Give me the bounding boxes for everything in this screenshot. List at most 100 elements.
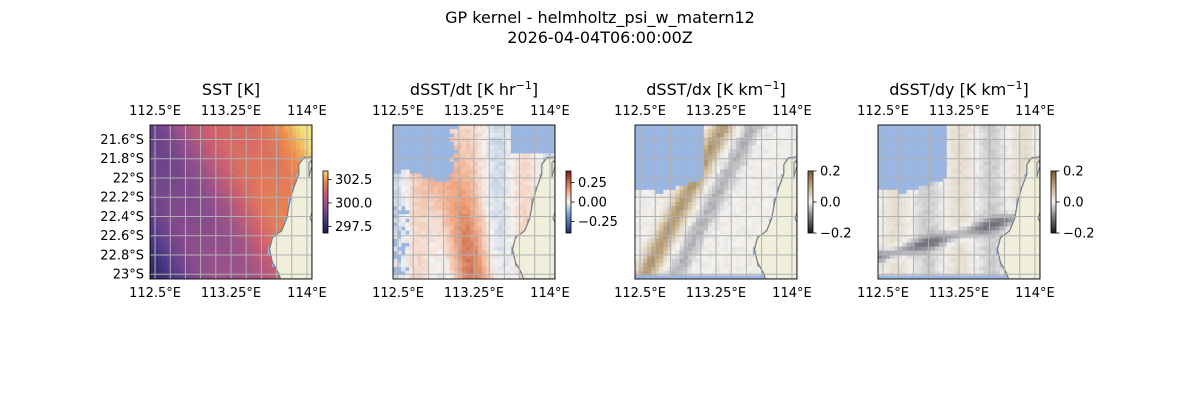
- heatmap-cell: [303, 153, 309, 158]
- heatmap-cell: [222, 157, 228, 162]
- heatmap-cell: [401, 234, 406, 239]
- heatmap-cell: [878, 262, 883, 268]
- heatmap-cell: [695, 202, 701, 207]
- heatmap-cell: [768, 125, 774, 130]
- heatmap-cell: [271, 181, 276, 187]
- heatmap-cell: [711, 234, 717, 239]
- heatmap-cell: [239, 193, 244, 199]
- heatmap-cell: [461, 145, 467, 150]
- heatmap-cell: [226, 234, 232, 239]
- heatmap-cell: [478, 145, 483, 150]
- heatmap-cell: [465, 169, 471, 175]
- heatmap-cell: [162, 202, 167, 207]
- heatmap-cell: [474, 145, 479, 150]
- heatmap-cell: [397, 193, 402, 199]
- heatmap-cell: [906, 202, 911, 207]
- heatmap-cell: [190, 177, 195, 183]
- heatmap-cell: [291, 177, 297, 183]
- heatmap-cell: [235, 274, 240, 279]
- heatmap-cell: [263, 262, 268, 268]
- heatmap-cell: [271, 222, 276, 227]
- heatmap-cell: [275, 206, 280, 211]
- heatmap-cell: [643, 202, 648, 207]
- heatmap-cell: [469, 226, 475, 231]
- heatmap-cell: [691, 193, 697, 199]
- heatmap-cell: [906, 262, 911, 268]
- heatmap-cell: [954, 197, 960, 203]
- heatmap-cell: [202, 193, 208, 199]
- heatmap-cell: [659, 262, 664, 268]
- heatmap-cell: [1003, 185, 1008, 191]
- heatmap-cell: [724, 165, 729, 170]
- heatmap-cell: [206, 189, 212, 195]
- heatmap-cell: [918, 193, 923, 199]
- heatmap-cell: [235, 149, 240, 154]
- heatmap-cell: [732, 169, 737, 175]
- heatmap-cell: [732, 145, 737, 150]
- heatmap-cell: [433, 246, 438, 252]
- heatmap-cell: [247, 125, 252, 130]
- heatmap-cell: [635, 266, 640, 272]
- heatmap-cell: [235, 157, 240, 162]
- heatmap-cell: [1027, 149, 1033, 154]
- heatmap-cell: [494, 210, 499, 215]
- heatmap-cell: [979, 129, 984, 134]
- heatmap-cell: [218, 185, 224, 191]
- heatmap-cell: [486, 258, 491, 264]
- heatmap-cell: [979, 141, 984, 146]
- heatmap-cell: [150, 153, 155, 158]
- heatmap-cell: [772, 169, 778, 175]
- heatmap-cell: [182, 246, 187, 252]
- heatmap-cell: [643, 189, 648, 195]
- heatmap-cell: [202, 141, 208, 146]
- heatmap-cell: [1023, 153, 1029, 158]
- heatmap-cell: [643, 250, 648, 256]
- heatmap-cell: [417, 173, 422, 179]
- heatmap-cell: [247, 242, 252, 247]
- heatmap-cell: [950, 242, 956, 247]
- heatmap-cell: [235, 177, 240, 183]
- heatmap-cell: [243, 206, 248, 211]
- heatmap-cell: [784, 153, 790, 158]
- heatmap-cell: [190, 181, 195, 187]
- heatmap-cell: [963, 246, 968, 252]
- heatmap-cell: [429, 222, 434, 227]
- heatmap-cell: [772, 181, 778, 187]
- heatmap-cell: [1011, 149, 1017, 154]
- heatmap-cell: [655, 210, 660, 215]
- heatmap-cell: [720, 250, 725, 256]
- heatmap-cell: [478, 266, 483, 272]
- heatmap-cell: [667, 234, 672, 239]
- heatmap-cell: [703, 173, 709, 179]
- heatmap-cell: [267, 230, 272, 235]
- heatmap-cell: [279, 202, 285, 207]
- heatmap-cell: [275, 197, 280, 203]
- heatmap-cell: [150, 226, 155, 231]
- heatmap-cell: [170, 141, 175, 146]
- heatmap-cell: [651, 234, 656, 239]
- heatmap-cell: [959, 246, 964, 252]
- heatmap-cell: [703, 133, 709, 138]
- heatmap-cell: [267, 226, 272, 231]
- heatmap-cell: [643, 197, 648, 203]
- heatmap-cell: [409, 177, 414, 183]
- heatmap-cell: [275, 141, 280, 146]
- heatmap-cell: [226, 250, 232, 256]
- heatmap-cell: [732, 185, 737, 191]
- heatmap-cell: [1019, 165, 1025, 170]
- heatmap-cell: [756, 161, 761, 166]
- heatmap-cell: [991, 165, 996, 170]
- heatmap-cell: [457, 145, 463, 150]
- heatmap-cell: [740, 254, 745, 260]
- heatmap-cell: [922, 230, 927, 235]
- heatmap-cell: [417, 258, 422, 264]
- heatmap-cell: [720, 153, 725, 158]
- heatmap-cell: [902, 210, 907, 215]
- colorbar: 0.20.0−0.2: [1050, 165, 1095, 242]
- heatmap-cell: [736, 242, 741, 247]
- heatmap-cell: [772, 145, 778, 150]
- heatmap-cell: [295, 145, 301, 150]
- heatmap-cell: [671, 222, 676, 227]
- heatmap-cell: [271, 173, 276, 179]
- heatmap-cell: [1015, 181, 1021, 187]
